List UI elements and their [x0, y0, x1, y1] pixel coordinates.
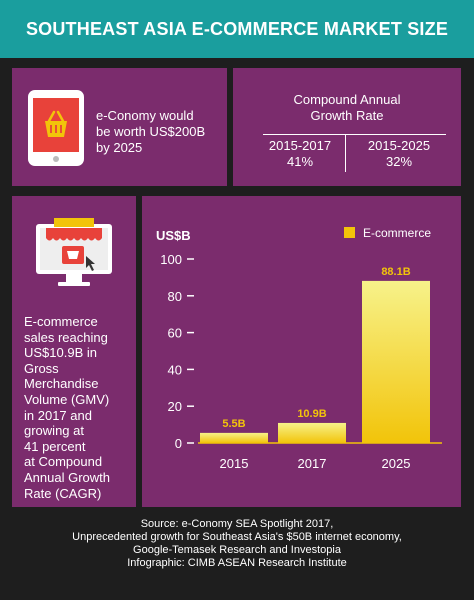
cagr-period-value: 41% [286, 154, 314, 169]
cagr-title-line: Compound Annual [293, 92, 401, 107]
x-tick-label: 2017 [298, 456, 327, 471]
gmv-text-line: US$10.9B in [24, 345, 97, 361]
gmv-text-line: sales reaching [24, 329, 108, 345]
y-tick-label: 0 [175, 436, 182, 451]
economy-panel: e-Conomy would be worth US$200B by 2025 [12, 68, 227, 186]
gmv-text-line: Gross [24, 360, 59, 376]
phone-basket-icon [28, 90, 84, 166]
cagr-title: Compound Annual Growth Rate [233, 92, 461, 124]
bar-value-label: 10.9B [297, 408, 326, 420]
gmv-text-line: in 2017 and [24, 407, 92, 423]
source-footer: Source: e-Conomy SEA Spotlight 2017, Unp… [0, 518, 474, 570]
footer-line: Infographic: CIMB ASEAN Research Institu… [127, 557, 347, 569]
gmv-text-line: E-commerce [24, 314, 98, 329]
cagr-period-label: 2015-2025 [367, 138, 431, 153]
online-store-icon [36, 218, 112, 286]
gmv-text-line: growing at [24, 423, 84, 439]
legend-swatch [344, 227, 355, 238]
footer-line: Source: e-Conomy SEA Spotlight 2017, [140, 518, 334, 530]
cagr-title-line: Growth Rate [310, 108, 384, 123]
cagr-period-label: 2015-2017 [268, 138, 332, 153]
bar-2017 [278, 422, 346, 443]
bar-2015 [200, 432, 268, 443]
cagr-panel: Compound Annual Growth Rate 2015-2017 41… [233, 68, 461, 186]
legend-label: E-commerce [363, 226, 431, 240]
header-banner: SOUTHEAST ASIA E-COMMERCE MARKET SIZE [0, 0, 474, 58]
bar-value-label: 5.5B [222, 418, 245, 430]
y-tick-label: 100 [160, 252, 182, 267]
bar-value-label: 88.1B [381, 266, 410, 278]
x-tick-label: 2015 [220, 456, 249, 471]
gmv-text-line: 41 percent [24, 438, 86, 454]
gmv-text-line: at Compound [24, 454, 103, 470]
y-tick-label: 80 [168, 289, 182, 304]
cagr-period-value: 32% [385, 154, 413, 169]
y-tick-label: 40 [168, 362, 182, 377]
gmv-panel: E-commerce sales reaching US$10.9B in Gr… [12, 196, 136, 507]
cagr-divider [263, 134, 446, 135]
chart-panel: US$B E-commerce 0 20 40 60 80 100 5.5B 2015 10.… [142, 196, 461, 507]
footer-line: Google-Temasek Research and Investopia [133, 544, 341, 556]
page-title: SOUTHEAST ASIA E-COMMERCE MARKET SIZE [25, 18, 449, 39]
cagr-cell-2015-2025: 2015-2025 32% [349, 138, 449, 170]
gmv-text-line: Annual Growth [24, 469, 110, 485]
bar-2025 [362, 280, 430, 443]
footer-line: Unprecedented growth for Southeast Asia'… [72, 531, 402, 543]
economy-text-line: e-Conomy would [96, 108, 194, 123]
y-tick-label: 20 [168, 399, 182, 414]
x-tick-label: 2025 [382, 456, 411, 471]
economy-text-line: be worth US$200B [96, 124, 206, 139]
economy-text-line: by 2025 [96, 140, 143, 155]
cagr-divider-vertical [345, 134, 346, 172]
y-axis-label: US$B [156, 228, 191, 243]
gmv-text-line: Rate (CAGR) [24, 485, 102, 501]
gmv-text-line: Volume (GMV) [24, 391, 110, 407]
bar-chart: US$B E-commerce 0 20 40 60 80 100 5.5B 2015 10.… [156, 226, 442, 471]
gmv-text-line: Merchandise [24, 376, 99, 392]
y-tick-label: 60 [168, 326, 182, 341]
cagr-cell-2015-2017: 2015-2017 41% [255, 138, 345, 170]
